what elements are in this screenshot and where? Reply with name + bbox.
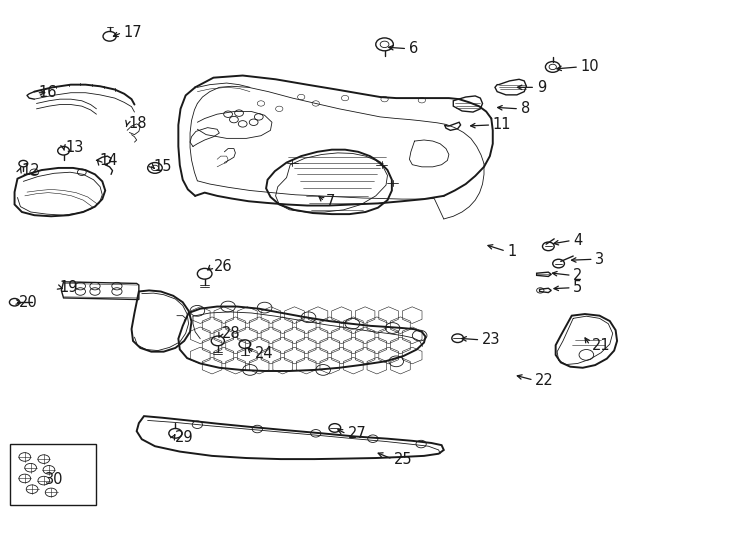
Text: 2: 2 xyxy=(573,268,583,283)
Text: 4: 4 xyxy=(573,233,583,248)
Text: 10: 10 xyxy=(581,59,599,75)
Text: 27: 27 xyxy=(348,427,367,441)
Text: 30: 30 xyxy=(46,472,64,487)
Text: 3: 3 xyxy=(595,252,604,267)
Text: 16: 16 xyxy=(38,85,57,100)
Bar xyxy=(10,443,96,505)
Text: 1: 1 xyxy=(507,244,517,259)
Text: 6: 6 xyxy=(409,41,418,56)
Text: 11: 11 xyxy=(493,118,512,132)
Text: 24: 24 xyxy=(255,346,274,361)
Text: 20: 20 xyxy=(19,295,37,310)
Text: 26: 26 xyxy=(214,259,232,274)
Text: 17: 17 xyxy=(123,25,142,40)
Text: 29: 29 xyxy=(175,430,193,445)
Text: 15: 15 xyxy=(153,159,172,174)
Text: 28: 28 xyxy=(222,326,241,341)
Text: 8: 8 xyxy=(520,102,530,116)
Text: 9: 9 xyxy=(537,80,546,95)
Text: 7: 7 xyxy=(326,194,335,209)
Text: 18: 18 xyxy=(128,117,147,131)
Text: 25: 25 xyxy=(394,451,413,467)
Text: 23: 23 xyxy=(482,332,501,347)
Text: 22: 22 xyxy=(535,373,554,388)
Text: 14: 14 xyxy=(99,153,118,168)
Text: 12: 12 xyxy=(21,163,40,178)
Text: 5: 5 xyxy=(573,280,583,295)
Text: 13: 13 xyxy=(65,140,84,155)
Text: 19: 19 xyxy=(60,280,79,295)
Text: 21: 21 xyxy=(592,338,610,353)
